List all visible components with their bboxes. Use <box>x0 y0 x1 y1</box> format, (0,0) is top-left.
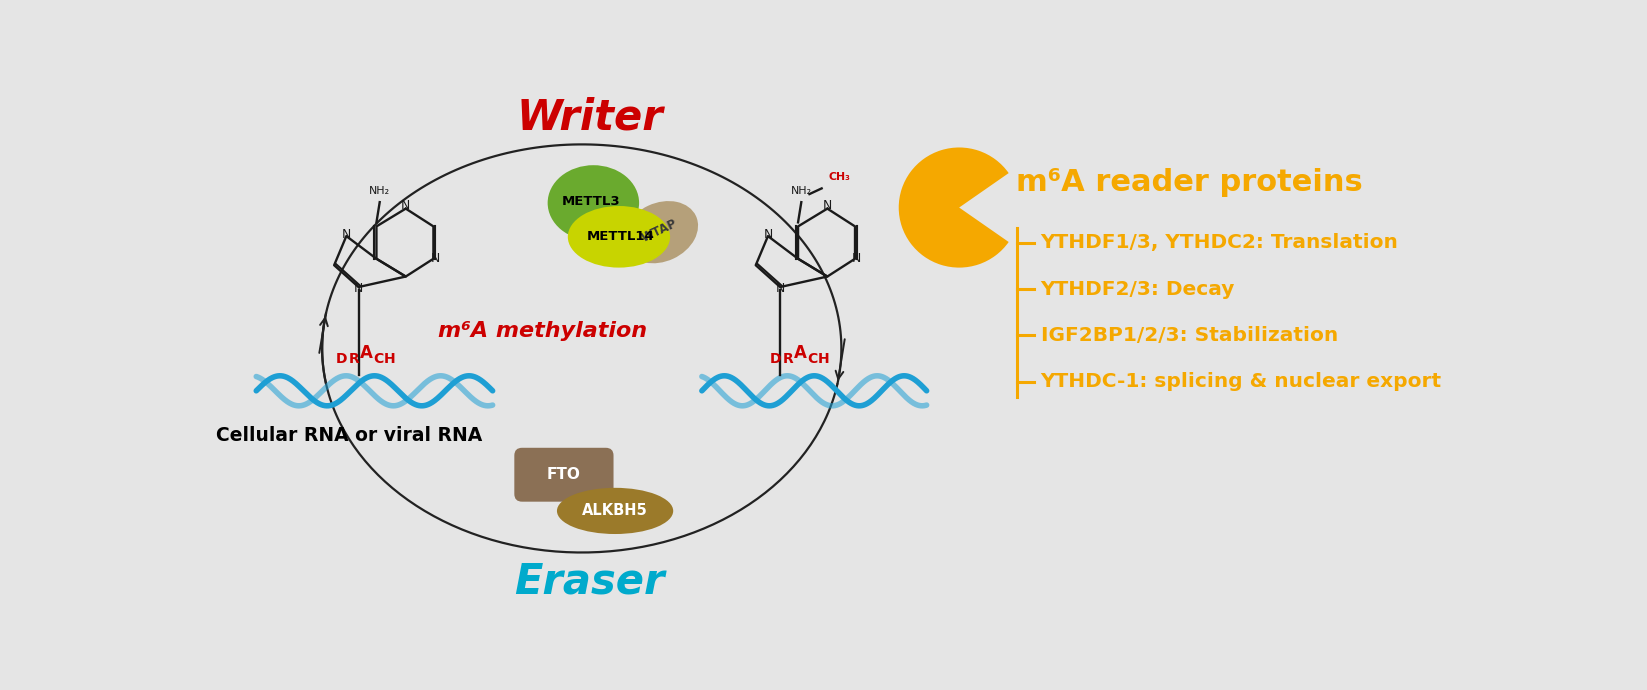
Text: A: A <box>359 344 372 362</box>
Text: N: N <box>851 253 861 265</box>
Text: N: N <box>354 282 364 295</box>
Text: R: R <box>349 352 359 366</box>
Text: H: H <box>384 352 395 366</box>
Text: N: N <box>763 228 772 241</box>
Text: METTL3: METTL3 <box>562 195 621 208</box>
Text: Eraser: Eraser <box>514 561 665 603</box>
Text: N: N <box>341 228 351 241</box>
Text: Writer: Writer <box>516 97 662 139</box>
Text: N: N <box>402 199 410 212</box>
FancyBboxPatch shape <box>514 448 614 502</box>
Text: WTAP: WTAP <box>639 217 679 244</box>
Ellipse shape <box>557 488 674 534</box>
Wedge shape <box>899 148 1008 268</box>
Text: NH₂: NH₂ <box>369 186 390 197</box>
Text: R: R <box>782 352 794 366</box>
Text: ALKBH5: ALKBH5 <box>581 504 647 518</box>
Text: NH₂: NH₂ <box>791 186 812 197</box>
Text: N: N <box>776 282 784 295</box>
Text: m⁶A reader proteins: m⁶A reader proteins <box>1016 168 1362 197</box>
Text: YTHDF2/3: Decay: YTHDF2/3: Decay <box>1041 279 1235 299</box>
Text: D: D <box>336 352 348 366</box>
Ellipse shape <box>548 165 639 241</box>
Text: C: C <box>807 352 817 366</box>
Text: N: N <box>824 199 832 212</box>
Text: IGF2BP1/2/3: Stabilization: IGF2BP1/2/3: Stabilization <box>1041 326 1337 345</box>
Text: m⁶A methylation: m⁶A methylation <box>438 321 647 341</box>
Text: YTHDC-1: splicing & nuclear export: YTHDC-1: splicing & nuclear export <box>1041 372 1441 391</box>
Text: C: C <box>372 352 384 366</box>
Ellipse shape <box>568 206 670 268</box>
FancyBboxPatch shape <box>198 75 1489 622</box>
Text: N: N <box>430 253 440 265</box>
Text: YTHDF1/3, YTHDC2: Translation: YTHDF1/3, YTHDC2: Translation <box>1041 233 1398 253</box>
Ellipse shape <box>624 201 698 264</box>
Text: METTL14: METTL14 <box>586 230 654 244</box>
Text: D: D <box>769 352 781 366</box>
Text: CH₃: CH₃ <box>828 172 850 182</box>
Text: A: A <box>794 344 807 362</box>
Text: H: H <box>819 352 830 366</box>
Text: Cellular RNA or viral RNA: Cellular RNA or viral RNA <box>216 426 483 445</box>
Text: FTO: FTO <box>547 467 581 482</box>
